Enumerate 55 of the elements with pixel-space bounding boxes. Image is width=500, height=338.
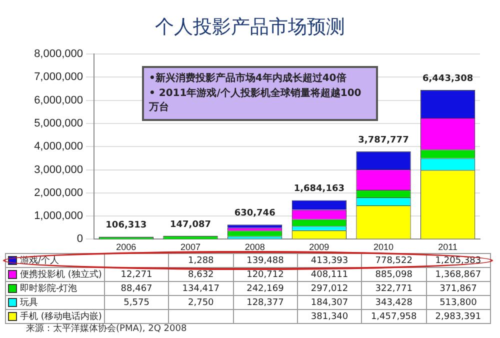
legend-label: 玩具 [6,296,104,310]
total-label: 3,787,777 [358,136,409,146]
data-label: 885,098 [362,268,426,282]
data-label: 343,428 [362,296,426,310]
data-label: 12,271 [104,268,169,282]
data-label: 1,368,867 [426,268,490,282]
total-label: 106,313 [106,220,147,231]
x-tick-label: 2007 [180,242,201,252]
data-label: 134,417 [168,282,234,296]
x-tick-label: 2010 [373,242,394,252]
chart-title: 个人投影产品市场预测 [154,15,346,40]
y-tick-label: 3,000,000 [34,164,83,176]
total-label: 147,087 [170,220,211,230]
data-label: 297,012 [297,282,362,296]
y-tick-label: 1,000,000 [34,210,83,222]
data-label: 381,340 [297,310,362,324]
data-label: 184,307 [297,296,362,310]
y-tick-label: 2,000,000 [34,186,83,199]
y-tick-label: 7,000,000 [34,71,83,84]
data-label: 1,457,958 [362,310,426,324]
x-tick-label: 2008 [244,242,265,252]
data-label: 371,867 [426,282,490,296]
y-tick-label: 5,000,000 [34,117,83,130]
total-label: 1,684,163 [294,184,345,194]
data-label: 8,632 [168,268,234,282]
legend-label: 即时影院-灯泡 [6,282,104,296]
data-label: 322,771 [362,282,426,296]
y-tick-label: 4,000,000 [34,140,83,153]
legend-label: 手机 (移动电话内嵌) [6,310,104,324]
data-label: 242,169 [233,282,298,296]
source-note: 来源：太平洋媒体协会(PMA), 2Q 2008 [26,322,187,335]
total-label: 630,746 [234,208,276,219]
data-label: 778,522 [362,254,426,268]
data-label: 2,983,391 [426,310,490,324]
data-label: 1,288 [168,254,234,268]
data-label: 1,205,383 [426,254,490,268]
y-tick-label: 8,000,000 [34,48,83,60]
legend-label: 便携投影机 (独立式) [6,268,104,282]
data-label: 513,800 [426,296,490,310]
x-tick-label: 2009 [309,242,330,252]
data-label: 408,111 [297,268,362,282]
x-tick-label: 2011 [438,242,458,252]
data-label: 120,712 [233,268,298,282]
y-tick-label: 6,000,000 [34,94,83,106]
x-tick-label: 2006 [116,242,136,252]
y-tick-label: 0 [76,233,83,246]
data-label: 2,750 [168,296,234,310]
annotation: • 2011年游戏/个人投影机全球销量将超越100万台 [149,87,362,115]
annotation: •新兴消费投影产品市场4年内成长超过40倍 [149,72,348,86]
data-label: 413,393 [297,254,362,268]
data-label: 128,377 [233,296,298,310]
data-label: 139,488 [233,254,298,268]
data-label: 88,467 [104,282,169,296]
data-label: 5,575 [104,296,169,310]
total-label: 6,443,308 [422,74,474,84]
